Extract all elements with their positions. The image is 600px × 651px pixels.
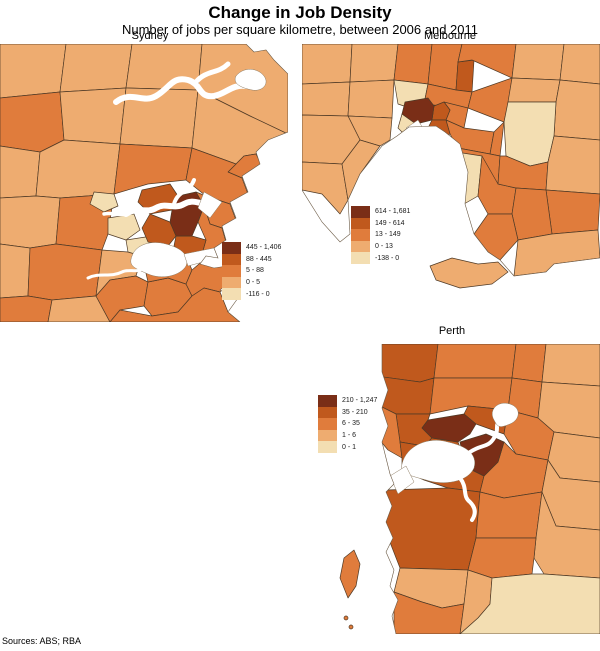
legend-label: 6 - 35 <box>342 420 360 428</box>
page-subtitle: Number of jobs per square kilometre, bet… <box>121 22 479 37</box>
legend-swatch-mid <box>318 418 337 430</box>
legend-swatch-darkest <box>222 242 241 254</box>
legend-swatch-lightest <box>222 288 241 300</box>
legend-label: 5 - 88 <box>246 267 264 275</box>
legend-label: 210 - 1,247 <box>342 397 378 405</box>
legend-label: 35 - 210 <box>342 408 368 416</box>
legend-label: -116 - 0 <box>246 290 270 298</box>
legend-swatch-darkest <box>351 206 370 218</box>
legend-swatch-dark <box>222 253 241 266</box>
legend-swatch-darkest <box>318 395 337 407</box>
melbourne-choropleth-map <box>302 44 600 289</box>
legend-label: 88 - 445 <box>246 255 272 263</box>
page-title: Change in Job Density <box>208 3 392 22</box>
legend-row: 6 - 35 <box>318 418 377 430</box>
legend-row: 88 - 445 <box>222 253 281 266</box>
legend-swatch-lightest <box>318 441 337 453</box>
legend-label: 149 - 614 <box>375 219 405 227</box>
legend-label: 614 - 1,681 <box>375 208 411 216</box>
legend-row: -116 - 0 <box>222 288 281 300</box>
legend-swatch-dark <box>351 217 370 230</box>
legend-swatch-lightest <box>351 252 370 264</box>
legend-swatch-dark <box>318 406 337 419</box>
legend-label: 0 - 13 <box>375 243 393 251</box>
legend-label: -138 - 0 <box>375 254 400 262</box>
sources-note: Sources: ABS; RBA <box>2 636 82 646</box>
sydney-legend: 445 - 1,406 88 - 445 5 - 88 0 - 5 -116 -… <box>222 242 281 300</box>
legend-label: 0 - 1 <box>342 443 357 451</box>
legend-row: 445 - 1,406 <box>222 242 281 254</box>
melbourne-legend: 614 - 1,681 149 - 614 13 - 149 0 - 13 -1… <box>351 206 410 264</box>
legend-row: 35 - 210 <box>318 406 377 419</box>
perth-legend: 210 - 1,247 35 - 210 6 - 35 1 - 6 0 - 1 <box>318 395 377 453</box>
legend-row: 0 - 1 <box>318 441 377 453</box>
legend-swatch-light <box>222 276 241 289</box>
perth-map-label: Perth <box>438 325 466 337</box>
sydney-choropleth-map <box>0 44 288 322</box>
sydney-map-label: Sydney <box>131 30 169 42</box>
legend-swatch-mid <box>222 265 241 277</box>
legend-swatch-mid <box>351 229 370 241</box>
melbourne-map-label: Melbourne <box>424 30 476 42</box>
legend-swatch-light <box>351 240 370 253</box>
legend-row: 149 - 614 <box>351 217 410 230</box>
legend-label: 445 - 1,406 <box>246 244 282 252</box>
legend-row: 0 - 5 <box>222 276 281 289</box>
legend-row: 5 - 88 <box>222 265 281 277</box>
legend-label: 1 - 6 <box>342 432 357 440</box>
perth-choropleth-map <box>339 344 600 634</box>
legend-row: 1 - 6 <box>318 429 377 442</box>
legend-row: 0 - 13 <box>351 240 410 253</box>
legend-row: -138 - 0 <box>351 252 410 264</box>
legend-swatch-light <box>318 429 337 442</box>
legend-label: 0 - 5 <box>246 279 261 287</box>
legend-row: 614 - 1,681 <box>351 206 410 218</box>
legend-row: 210 - 1,247 <box>318 395 377 407</box>
legend-row: 13 - 149 <box>351 229 410 241</box>
legend-label: 13 - 149 <box>375 231 401 239</box>
